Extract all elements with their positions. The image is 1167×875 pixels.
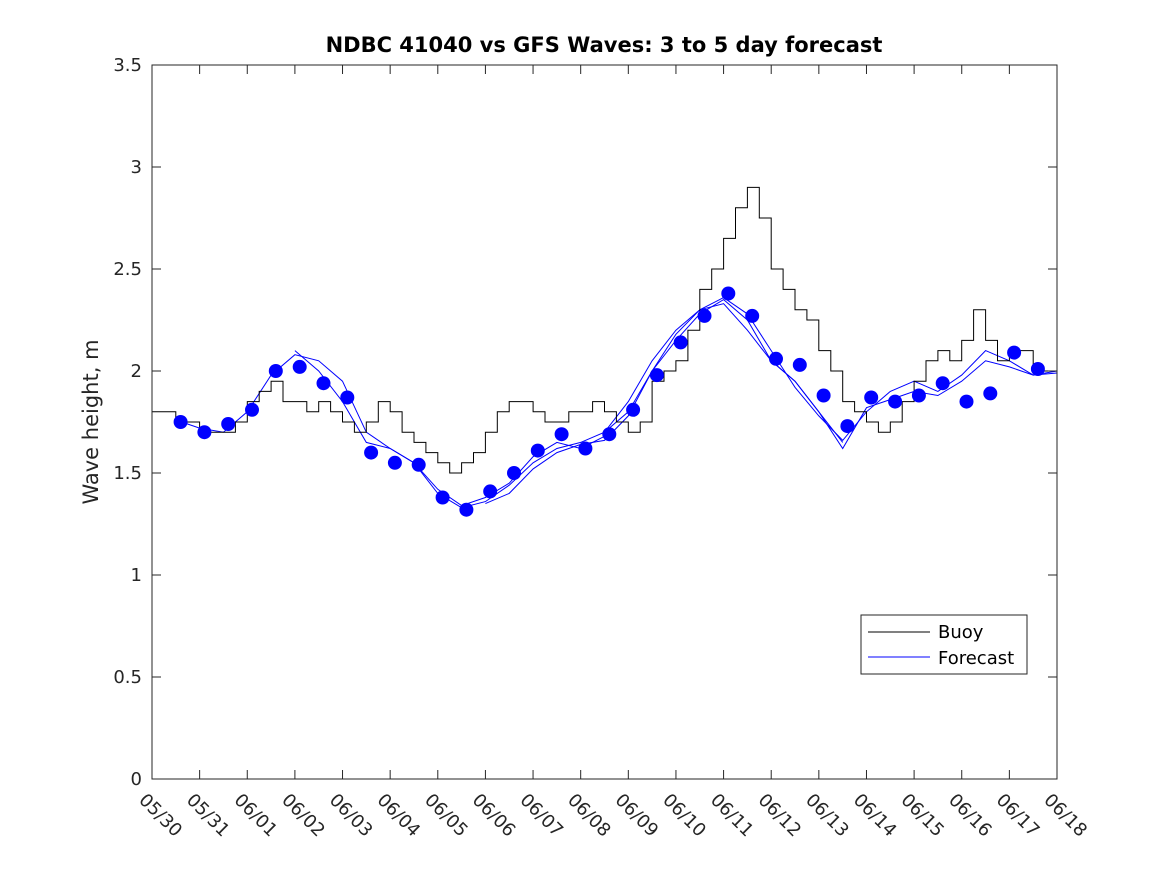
x-tick-label: 06/15 [897,790,949,842]
forecast-point [221,417,236,431]
x-tick-label: 06/04 [373,790,425,842]
forecast-point [411,457,426,472]
forecast-point [959,394,974,409]
x-tick-label: 06/06 [468,790,520,842]
x-tick-label: 05/31 [182,790,234,842]
x-tick-label: 06/10 [658,790,710,842]
x-tick-label: 06/14 [849,790,901,842]
forecast-point [268,364,283,378]
forecast-point [364,445,379,460]
forecast-point [816,388,831,403]
chart-title: NDBC 41040 vs GFS Waves: 3 to 5 day fore… [326,33,883,57]
x-tick-label: 05/30 [134,790,186,842]
forecast-point [554,427,569,442]
forecast-run-line [604,297,1058,442]
forecast-point [507,466,521,480]
forecast-point [983,386,998,401]
forecast-point [245,402,259,417]
x-tick-label: 06/12 [754,790,806,842]
forecast-run-line [294,303,844,509]
x-tick-label: 06/03 [325,790,377,842]
forecast-point [340,390,355,405]
x-tick-label: 06/18 [1039,790,1091,842]
legend: Buoy Forecast [860,614,1028,675]
buoy-series [152,186,1057,474]
forecast-point [578,441,593,456]
legend-buoy-label: Buoy [938,622,984,643]
x-tick-label: 06/08 [563,790,615,842]
forecast-point [626,402,641,417]
forecast-point [1030,362,1045,376]
x-tick-label: 06/11 [706,790,758,842]
forecast-point [1007,345,1022,360]
x-tick-label: 06/13 [801,790,853,842]
forecast-point [602,427,617,442]
forecast-point [840,419,855,434]
y-tick-label: 3.5 [113,55,142,76]
forecast-point [697,308,712,323]
y-tick-label: 1.5 [113,463,142,484]
forecast-point [435,490,450,505]
buoy-line [152,186,1057,474]
y-tick-label: 0 [131,769,142,790]
forecast-point [792,357,807,372]
y-tick-label: 0.5 [113,667,142,688]
x-tick-label: 06/02 [277,790,329,842]
x-tick-label: 06/05 [420,790,472,842]
y-tick-label: 1 [131,565,142,586]
forecast-points [173,286,1045,517]
forecast-point [459,502,474,517]
y-axis-label: Wave height, m [79,339,103,504]
forecast-point [769,351,783,366]
y-tick-label: 3 [131,157,142,178]
forecast-point [745,308,760,323]
legend-forecast-label: Forecast [938,648,1014,669]
forecast-point [911,388,926,403]
x-tick-label: 06/01 [230,790,282,842]
forecast-point [316,376,331,391]
x-tick-label: 06/17 [992,790,1044,842]
y-tick-label: 2.5 [113,259,142,280]
y-axis: 0 0.5 1 1.5 2 2.5 3 3.5 [113,55,1057,790]
x-tick-label: 06/16 [944,790,996,842]
forecast-point [673,335,688,350]
forecast-point [721,286,736,301]
forecast-point [864,390,879,405]
x-tick-label: 06/07 [516,790,568,842]
forecast-point [530,443,545,458]
forecast-point [935,376,950,391]
x-tick-label: 06/09 [611,790,663,842]
plot-frame [151,64,1058,780]
forecast-point [173,415,188,429]
legend-box [860,614,1028,675]
forecast-point [483,484,498,499]
forecast-point [649,368,664,383]
forecast-point [292,359,307,374]
forecast-point [387,455,402,470]
forecast-point [888,394,903,409]
forecast-point [197,425,212,440]
y-tick-label: 2 [131,361,142,382]
